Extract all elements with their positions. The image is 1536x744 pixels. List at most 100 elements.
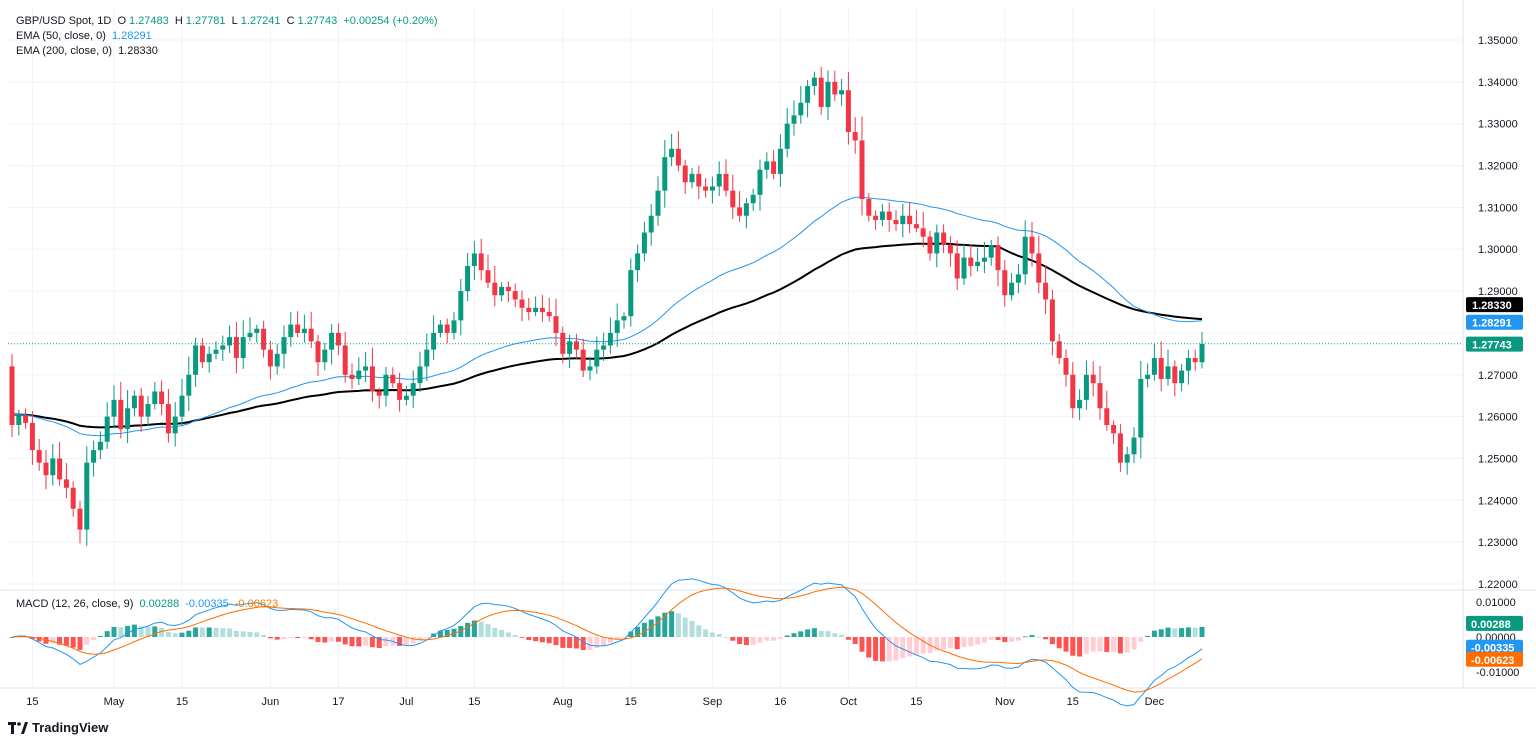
macd-hist-bar [580,637,586,651]
candle-body [485,270,491,283]
macd-line-path [11,578,1203,707]
candle-body [567,341,573,354]
candle-body [533,307,539,312]
candle-body [9,366,15,425]
price-tick-label: 1.23000 [1478,537,1518,549]
candle-body [104,416,110,442]
ema200-badge-text: 1.28330 [1472,300,1512,312]
macd-hist-bar [308,637,314,640]
time-axis[interactable]: 15 May 15 Jun 17 Jul 15 Aug 15 Sep 16 Oct 15 Nov 15 Dec [26,696,1164,708]
candle-body [784,123,790,149]
macd-hist-bar [1090,637,1096,652]
candle-body [1138,378,1144,438]
macd-hist-bar [349,637,355,647]
macd-hist-bar [179,632,185,637]
candle-body [757,169,763,195]
macd-hist-bar [77,637,83,650]
candle-body [893,219,899,225]
candle-body [954,253,960,279]
macd-hist-bar [485,624,491,637]
candle-body [1111,424,1117,434]
candle-body [267,349,273,367]
candle-body [390,374,396,384]
candle-body [193,345,199,375]
macd-tick-label: 0.01000 [1476,597,1516,609]
macd-hist-bar [1015,637,1021,641]
macd-hist-bar [730,637,736,641]
macd-hist-bar [594,637,600,648]
tradingview-logo[interactable]: TradingView [8,720,108,735]
candle-body [1199,343,1205,363]
macd-line-badge-text: -0.00335 [1471,643,1514,655]
macd-legend[interactable]: MACD (12, 26, close, 9) 0.00288 -0.00335… [16,597,281,611]
candle-body [913,224,919,229]
candle-body [607,332,613,346]
candle-body [1009,282,1015,296]
candle-body [91,450,97,463]
macd-hist-bar [295,637,301,639]
macd-hist-bar [995,637,1001,641]
ema200-legend[interactable]: EMA (200, close, 0) 1.28330 [16,44,161,58]
macd-hist-bar [907,637,913,657]
candle-body [431,332,437,350]
macd-hist-bar [757,637,763,643]
candle-body [1022,236,1028,275]
macd-hist-bar [57,637,63,645]
macd-hist-bar [492,627,498,637]
candle-body [689,173,695,183]
macd-hist-bar [315,637,321,642]
price-tick-label: 1.34000 [1478,77,1518,89]
price-axis[interactable]: 1.35000 1.34000 1.33000 1.32000 1.31000 1.300… [1466,35,1523,591]
macd-hist-bar [97,635,103,637]
candle-body [539,307,545,312]
macd-hist-bar [451,628,457,637]
candle-body [186,374,192,396]
candle-body [36,450,42,463]
macd-label: MACD (12, 26, close, 9) [16,598,134,610]
macd-hist-bar [505,632,511,637]
last-price-badge-bg [1466,336,1523,352]
time-tick-label: Nov [995,696,1015,708]
macd-hist-bar [675,613,681,637]
change-value: +0.00254 (+0.20%) [343,15,438,27]
macd-hist-bar [519,637,525,638]
candle-body [179,395,185,417]
macd-hist-bar [172,633,178,637]
ema200-value: 1.28330 [118,45,158,57]
macd-hist-bar [165,631,171,637]
macd-hist-bar [981,637,987,643]
macd-hist-bar [825,631,831,637]
candle-body [138,395,144,417]
macd-hist-bar [723,636,729,638]
macd-hist-bar [975,637,981,645]
ema50-legend[interactable]: EMA (50, close, 0) 1.28291 [16,29,155,43]
candle-body [703,186,709,191]
candle-body [29,422,35,451]
candle-body [1036,253,1042,283]
macd-hist-bar [254,632,260,637]
candle-body [750,194,756,204]
candle-body [301,328,307,333]
macd-hist-bar [716,633,722,637]
macd-hist-bar [866,637,872,658]
macd-hist-bar [941,637,947,650]
macd-hist-bar [206,627,212,637]
candle-body [764,161,770,170]
price-tick-label: 1.30000 [1478,244,1518,256]
candle-body [512,291,518,300]
macd-hist-bar [138,626,144,637]
candlesticks[interactable] [9,66,1205,546]
macd-hist-bar [301,637,307,638]
last-price-badge-text: 1.27743 [1472,340,1512,352]
macd-pane[interactable]: 0.010000.00000-0.010000.00288-0.00335-0.… [9,578,1524,707]
candle-body [118,399,124,430]
candle-body [560,332,566,354]
macd-hist-bar [988,637,994,640]
candle-body [1124,454,1130,463]
macd-hist-bar [458,626,464,637]
ema50-badge: 1.28291 [1466,314,1523,330]
candle-body [131,395,137,409]
candle-body [342,345,348,375]
candle-body [947,245,953,254]
